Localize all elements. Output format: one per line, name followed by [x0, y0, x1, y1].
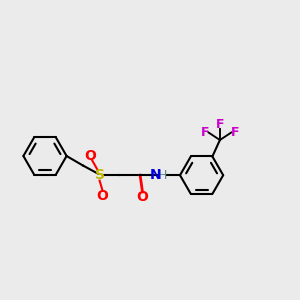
Text: F: F	[216, 118, 224, 131]
Text: F: F	[231, 126, 239, 139]
Text: N: N	[149, 168, 161, 182]
Text: F: F	[201, 126, 209, 139]
Text: O: O	[97, 189, 109, 202]
Text: H: H	[158, 169, 167, 182]
Text: S: S	[94, 168, 105, 182]
Text: O: O	[85, 149, 97, 163]
Text: O: O	[136, 190, 148, 204]
